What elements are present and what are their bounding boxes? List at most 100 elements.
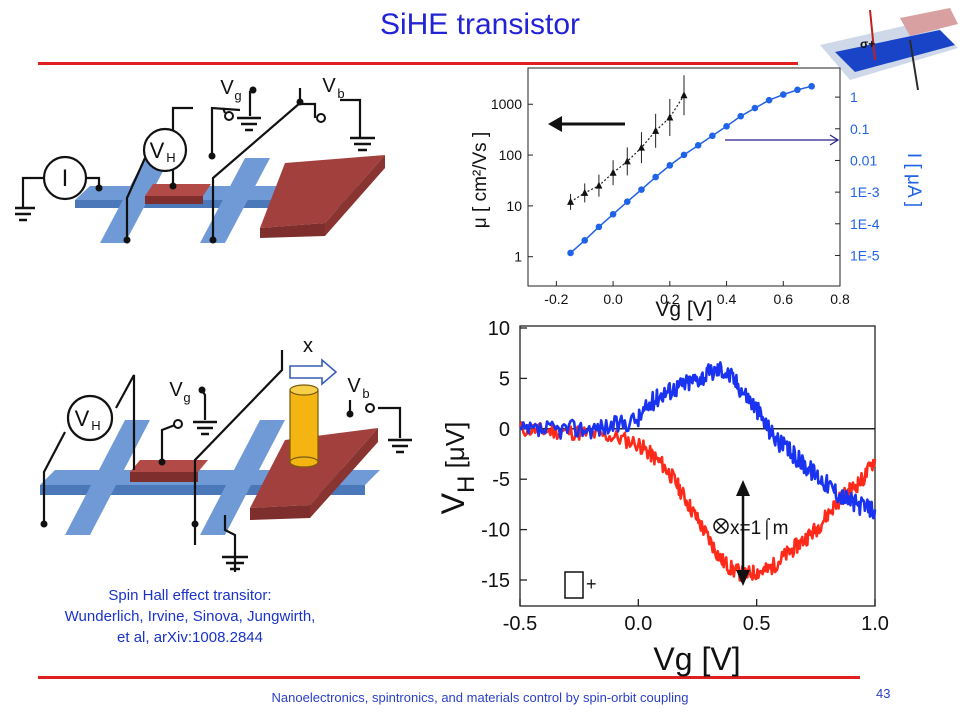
hall-cross-1: [65, 420, 150, 535]
y-tick-label: -15: [481, 570, 510, 592]
shift-label: x: [303, 335, 313, 357]
x-tick-label: 0.0: [603, 291, 623, 307]
data-point-current: [595, 223, 603, 231]
top-vh-label: V: [150, 138, 165, 163]
data-point-current: [652, 173, 659, 181]
data-point-current: [723, 122, 730, 130]
series-line-blue: [519, 361, 877, 520]
footer-text: Nanoelectronics, spintronics, and materi…: [271, 690, 689, 705]
data-point-current: [623, 198, 631, 205]
top-vh-sub: H: [166, 150, 175, 165]
chart2-xlabel: Vg [V]: [653, 641, 740, 677]
missing-glyph-box: [564, 571, 584, 599]
bottom-vg-sub: g: [183, 390, 190, 405]
bias-pad: [260, 155, 385, 228]
y-tick-label: -10: [481, 520, 510, 542]
x-tick-label: 0.4: [717, 291, 737, 307]
data-point-mobility: [595, 181, 603, 189]
device-corner-illustration: σ+: [820, 8, 958, 91]
chart1-ylabel-right: I [ μA ]: [903, 153, 924, 207]
svg-text:VH [μV]: VH [μV]: [440, 422, 480, 515]
data-point-mobility: [567, 197, 575, 205]
hall-voltage-chart: -0.5 0.0 0.5 1.0 10 5 0 -5 -10 -15 x=1⌠m + Vg [V…: [440, 318, 889, 677]
x-tick-label: -0.5: [503, 613, 537, 635]
top-vg-sub: g: [234, 88, 241, 103]
chart2-ylabel-sub: H: [453, 476, 480, 493]
y-left-tick-label: 10: [506, 198, 522, 214]
current-source-label: I: [62, 165, 69, 192]
bias-pad: [250, 428, 378, 508]
series-line-red: [518, 421, 877, 583]
slide-title: SiHE transistor: [379, 8, 581, 41]
gate-pad: [130, 460, 208, 472]
top-rule: [38, 62, 798, 65]
data-point-current: [808, 82, 815, 90]
data-point-mobility: [623, 157, 631, 165]
data-point-current: [794, 86, 801, 94]
y-left-tick-label: 100: [499, 147, 523, 163]
data-point-mobility: [666, 113, 674, 121]
x-tick-label: 0.8: [830, 291, 850, 307]
data-point-current: [709, 132, 716, 140]
data-point-current: [581, 237, 589, 244]
y-right-tick-label: 1: [850, 89, 858, 105]
plot-frame: [519, 325, 876, 607]
data-point-current: [567, 249, 574, 257]
page-number: 43: [876, 686, 891, 701]
x-tick-label: 0.6: [774, 291, 794, 307]
data-point-current: [666, 162, 674, 169]
hall-cross-2: [200, 158, 270, 243]
caption-line: Wunderlich, Irvine, Sinova, Jungwirth,: [64, 608, 316, 625]
series-line-current: [570, 85, 812, 254]
y-right-tick-label: 0.01: [850, 152, 877, 168]
gate-pad: [145, 184, 211, 196]
y-left-tick-label: 1: [514, 249, 522, 265]
x-tick-label: 1.0: [861, 613, 889, 635]
right-axis-arrow: [725, 134, 840, 146]
x-tick-label: 0.5: [743, 613, 771, 635]
data-point-current: [694, 142, 702, 149]
reference-caption: Spin Hall effect transitor: Wunderlich, …: [20, 585, 360, 648]
data-point-current: [680, 151, 688, 159]
data-point-mobility: [637, 143, 645, 151]
data-point-mobility: [609, 168, 617, 176]
bottom-vh-label: V: [75, 406, 90, 431]
chart1-xlabel: Vg [V]: [655, 298, 712, 321]
cross-circle-icon: [713, 518, 729, 534]
top-device-schematic: I V H V g V b: [15, 75, 385, 244]
y-tick-label: 10: [488, 318, 510, 340]
hall-cross-2: [200, 420, 285, 535]
hall-cross-1: [100, 158, 170, 243]
top-vb-sub: b: [337, 86, 344, 101]
x-tick-label: -0.2: [544, 291, 568, 307]
y-right-tick-label: 1E-4: [850, 216, 880, 232]
top-vg-label: V: [220, 77, 234, 99]
bottom-vb-label: V: [347, 375, 361, 397]
laser-spot-cylinder: [289, 384, 319, 468]
data-point-mobility: [652, 126, 660, 134]
data-point-current: [751, 104, 759, 112]
y-tick-label: -5: [492, 469, 510, 491]
bottom-vb-sub: b: [362, 386, 369, 401]
data-point-mobility: [581, 188, 589, 196]
data-point-current: [638, 186, 645, 193]
polarization-label: +: [586, 574, 597, 594]
data-point-current: [765, 96, 773, 104]
bottom-vh-sub: H: [91, 418, 100, 433]
y-right-tick-label: 0.1: [850, 121, 870, 137]
caption-line: Spin Hall effect transitor:: [108, 587, 272, 604]
data-point-mobility: [680, 91, 688, 99]
y-right-tick-label: 1E-5: [850, 247, 880, 263]
chart2-ylabel-unit: [μV]: [440, 422, 470, 476]
data-point-current: [737, 112, 745, 120]
y-tick-label: 0: [499, 419, 510, 441]
data-point-current: [779, 91, 787, 98]
left-axis-arrow: [548, 116, 625, 132]
caption-line: et al, arXiv:1008.2844: [117, 629, 263, 646]
bottom-rule: [38, 676, 860, 679]
bottom-vg-label: V: [169, 379, 183, 401]
plot-frame: [527, 67, 841, 287]
chart2-ylabel: V: [440, 492, 471, 514]
x-tick-label: 0.0: [624, 613, 652, 635]
data-point-current: [609, 210, 617, 218]
